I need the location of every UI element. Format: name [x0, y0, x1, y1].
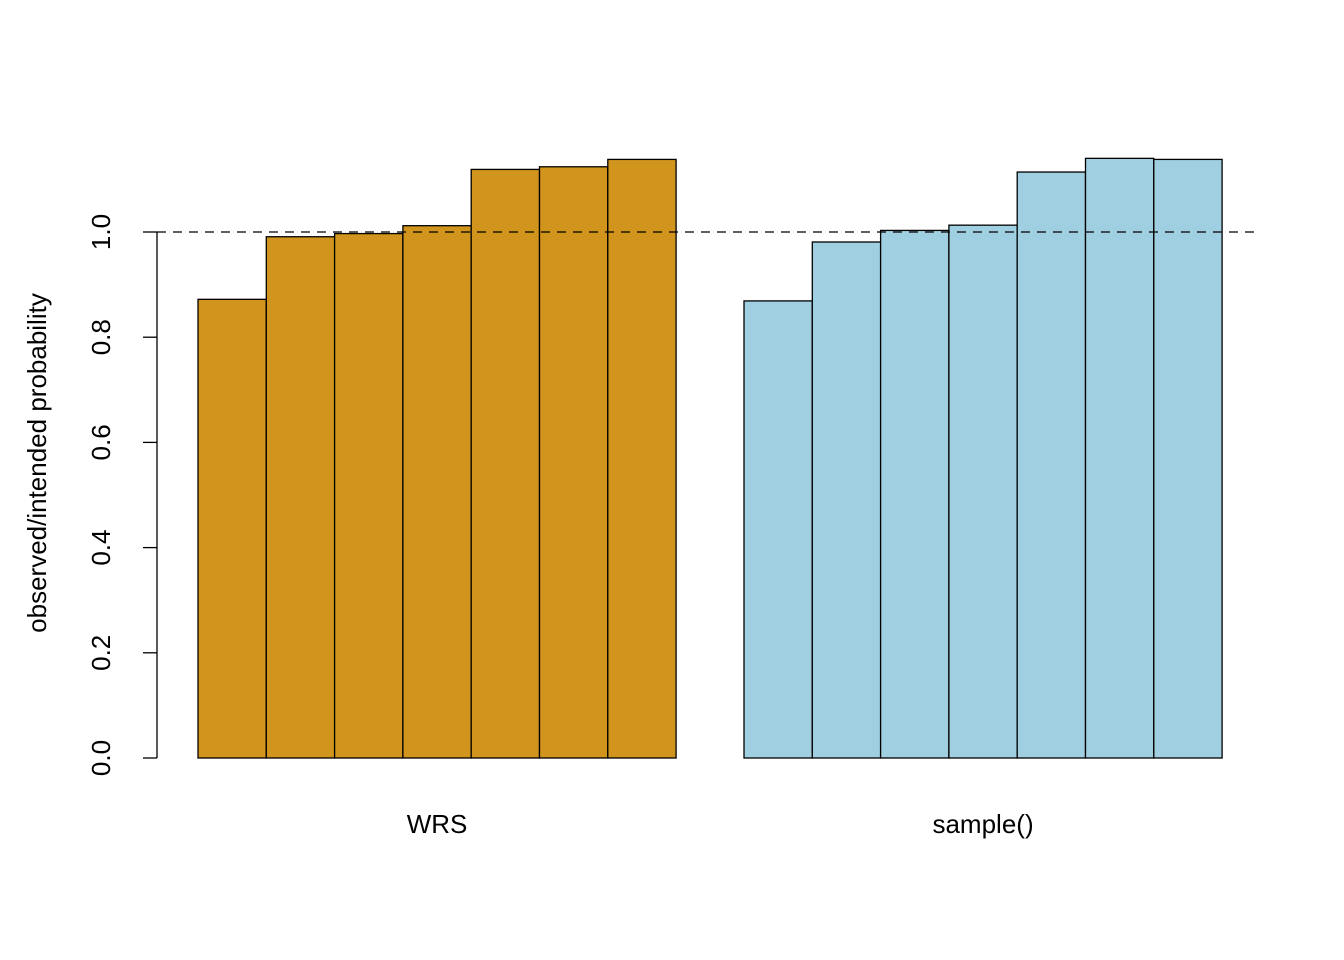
y-axis: 0.0 0.2 0.4 0.6 0.8 1.0: [86, 214, 158, 776]
group-label: WRS: [407, 809, 468, 839]
y-tick-label: 0.0: [86, 740, 116, 776]
bar: [197, 298, 267, 759]
bar: [1084, 157, 1155, 759]
bar: [333, 232, 404, 759]
bar: [607, 158, 677, 759]
bars: [197, 157, 1223, 759]
y-tick-label: 0.6: [86, 424, 116, 460]
bar: [470, 168, 541, 759]
bar: [811, 241, 882, 759]
bar: [1153, 158, 1223, 759]
bar: [1016, 171, 1087, 759]
bar: [402, 225, 472, 759]
group-label: sample(): [932, 809, 1033, 839]
y-tick-label: 0.2: [86, 635, 116, 671]
bar: [743, 300, 813, 759]
bar: [879, 229, 950, 759]
group-labels: WRS sample(): [407, 809, 1034, 839]
y-tick-label: 0.4: [86, 530, 116, 566]
bar: [265, 236, 336, 759]
y-tick-label: 1.0: [86, 214, 116, 250]
y-tick-label: 0.8: [86, 319, 116, 355]
bar: [948, 224, 1018, 759]
bar: [538, 166, 609, 759]
y-axis-label: observed/intended probability: [22, 293, 52, 633]
